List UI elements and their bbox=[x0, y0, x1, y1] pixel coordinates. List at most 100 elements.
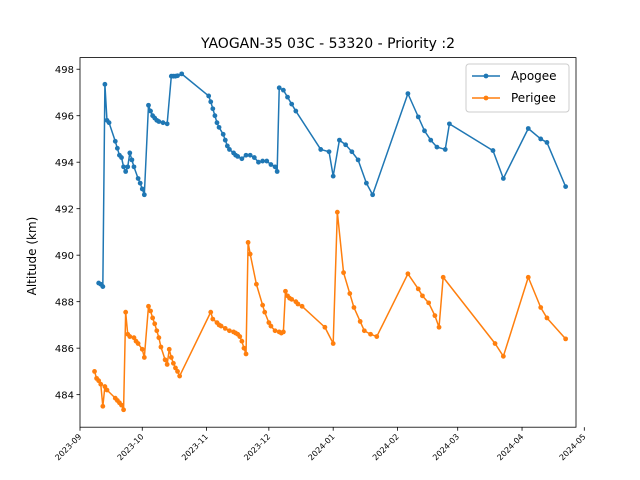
data-point-perigee bbox=[243, 351, 249, 357]
data-point-perigee bbox=[374, 334, 380, 339]
data-point-perigee bbox=[162, 357, 168, 363]
data-point-perigee bbox=[222, 326, 228, 331]
data-point-perigee bbox=[544, 315, 550, 321]
data-point-apogee bbox=[370, 192, 376, 198]
data-point-perigee bbox=[436, 324, 442, 330]
data-point-perigee bbox=[156, 335, 162, 341]
y-axis-label: Altitude (km) bbox=[25, 217, 39, 296]
data-point-apogee bbox=[447, 121, 452, 127]
data-point-apogee bbox=[156, 119, 162, 124]
data-point-apogee bbox=[102, 81, 108, 87]
data-point-apogee bbox=[442, 147, 448, 152]
data-point-apogee bbox=[119, 155, 124, 160]
data-point-perigee bbox=[268, 323, 274, 329]
data-point-apogee bbox=[139, 186, 145, 192]
data-point-perigee bbox=[150, 315, 156, 321]
data-point-perigee bbox=[92, 369, 97, 374]
data-point-perigee bbox=[164, 362, 170, 367]
data-point-perigee bbox=[289, 296, 295, 302]
data-point-perigee bbox=[210, 316, 216, 322]
chart-title: YAOGAN-35 03C - 53320 - Priority :2 bbox=[200, 36, 455, 52]
data-point-perigee bbox=[148, 308, 153, 314]
y-tick-label: 486 bbox=[55, 344, 74, 355]
y-tick-label: 488 bbox=[55, 298, 74, 309]
data-point-apogee bbox=[415, 114, 421, 120]
y-tick-label: 484 bbox=[55, 391, 74, 402]
data-point-apogee bbox=[422, 128, 427, 134]
data-point-apogee bbox=[216, 124, 222, 130]
data-point-perigee bbox=[330, 341, 336, 346]
y-tick-label: 496 bbox=[55, 112, 74, 123]
data-point-apogee bbox=[343, 142, 349, 148]
data-point-perigee bbox=[166, 346, 172, 352]
data-point-apogee bbox=[131, 164, 137, 170]
data-point-perigee bbox=[405, 271, 411, 277]
data-point-apogee bbox=[239, 156, 245, 162]
data-point-apogee bbox=[274, 169, 280, 174]
data-point-perigee bbox=[492, 341, 498, 346]
data-point-apogee bbox=[276, 85, 282, 91]
data-point-perigee bbox=[141, 355, 147, 360]
y-tick-label: 492 bbox=[55, 205, 74, 216]
data-point-perigee bbox=[152, 321, 158, 327]
data-point-perigee bbox=[135, 341, 141, 346]
data-point-apogee bbox=[337, 137, 342, 143]
data-point-apogee bbox=[135, 176, 141, 181]
data-point-apogee bbox=[214, 120, 220, 126]
data-point-apogee bbox=[563, 184, 569, 190]
data-point-perigee bbox=[525, 274, 531, 280]
data-point-apogee bbox=[268, 162, 274, 167]
data-point-perigee bbox=[368, 331, 373, 337]
data-point-apogee bbox=[212, 113, 218, 119]
data-point-perigee bbox=[170, 360, 176, 366]
y-tick-label: 498 bbox=[55, 65, 74, 76]
data-point-perigee bbox=[420, 293, 425, 299]
data-point-apogee bbox=[525, 126, 531, 131]
data-point-apogee bbox=[355, 157, 361, 163]
data-point-perigee bbox=[538, 305, 544, 310]
y-tick-label: 490 bbox=[55, 251, 74, 262]
data-point-apogee bbox=[121, 164, 126, 170]
y-axis: 484 486 488 490 492 494 496 498 bbox=[55, 65, 80, 402]
data-point-apogee bbox=[434, 144, 440, 150]
data-point-apogee bbox=[289, 101, 295, 107]
data-point-perigee bbox=[262, 309, 268, 315]
data-point-perigee bbox=[272, 328, 278, 334]
data-point-apogee bbox=[100, 284, 106, 289]
data-point-perigee bbox=[245, 240, 251, 245]
data-point-apogee bbox=[544, 140, 550, 145]
y-tick-label: 494 bbox=[55, 158, 74, 169]
data-point-perigee bbox=[341, 270, 346, 276]
data-point-perigee bbox=[139, 346, 145, 352]
data-point-apogee bbox=[251, 155, 257, 160]
data-point-perigee bbox=[280, 329, 286, 335]
data-point-perigee bbox=[563, 336, 569, 342]
data-point-perigee bbox=[266, 320, 272, 325]
data-point-apogee bbox=[428, 137, 434, 143]
data-point-apogee bbox=[280, 87, 286, 93]
data-point-perigee bbox=[173, 365, 178, 371]
data-point-perigee bbox=[299, 303, 305, 309]
data-point-apogee bbox=[175, 73, 180, 79]
data-point-perigee bbox=[100, 403, 106, 409]
data-point-perigee bbox=[131, 335, 137, 341]
data-point-perigee bbox=[158, 344, 164, 350]
data-point-perigee bbox=[440, 274, 446, 280]
data-point-apogee bbox=[224, 143, 230, 149]
data-point-apogee bbox=[256, 159, 261, 165]
data-point-apogee bbox=[129, 157, 135, 163]
data-point-apogee bbox=[243, 152, 249, 158]
data-point-perigee bbox=[241, 345, 247, 351]
data-point-apogee bbox=[160, 120, 166, 126]
data-point-apogee bbox=[349, 149, 355, 155]
data-point-apogee bbox=[272, 164, 278, 170]
data-point-perigee bbox=[154, 328, 160, 334]
data-point-perigee bbox=[426, 300, 432, 306]
data-point-perigee bbox=[239, 338, 245, 344]
data-point-apogee bbox=[112, 138, 118, 144]
data-point-perigee bbox=[146, 303, 151, 309]
data-point-apogee bbox=[293, 108, 299, 114]
data-point-apogee bbox=[330, 173, 336, 179]
data-point-apogee bbox=[106, 120, 112, 126]
